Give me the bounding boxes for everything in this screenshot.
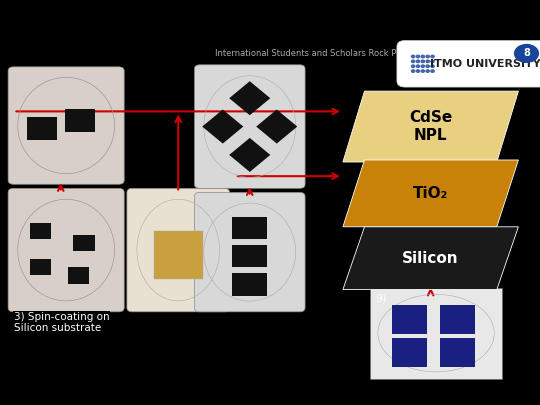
- Circle shape: [416, 55, 420, 58]
- Circle shape: [426, 60, 429, 62]
- Bar: [232, 245, 267, 267]
- Circle shape: [421, 60, 424, 62]
- Circle shape: [431, 55, 434, 58]
- Text: International Students and Scholars Rock Progress: International Students and Scholars Rock…: [215, 49, 428, 58]
- Circle shape: [411, 60, 415, 62]
- FancyBboxPatch shape: [397, 40, 540, 87]
- Circle shape: [416, 70, 420, 72]
- Circle shape: [411, 55, 415, 58]
- Circle shape: [431, 60, 434, 62]
- Circle shape: [416, 65, 420, 67]
- Bar: [392, 305, 427, 334]
- Bar: [440, 305, 475, 334]
- Text: Silicon: Silicon: [402, 251, 459, 266]
- Circle shape: [431, 70, 434, 72]
- Bar: [154, 231, 202, 279]
- Bar: [73, 235, 94, 251]
- Circle shape: [416, 60, 420, 62]
- Text: 9): 9): [375, 294, 387, 304]
- Circle shape: [421, 70, 424, 72]
- Bar: [440, 338, 475, 367]
- Polygon shape: [256, 110, 298, 144]
- FancyBboxPatch shape: [194, 65, 305, 188]
- Bar: [30, 223, 51, 239]
- Bar: [30, 259, 51, 275]
- Circle shape: [426, 65, 429, 67]
- Bar: [27, 117, 57, 140]
- Polygon shape: [202, 110, 243, 144]
- Circle shape: [411, 70, 415, 72]
- FancyBboxPatch shape: [127, 188, 230, 312]
- Polygon shape: [343, 160, 518, 227]
- FancyBboxPatch shape: [194, 192, 305, 312]
- FancyBboxPatch shape: [8, 188, 124, 312]
- Bar: [232, 273, 267, 296]
- Circle shape: [421, 65, 424, 67]
- Polygon shape: [343, 227, 518, 290]
- Text: CdSe
NPL: CdSe NPL: [409, 111, 453, 143]
- Circle shape: [421, 55, 424, 58]
- Text: 3) Spin-coating on
Silicon substrate: 3) Spin-coating on Silicon substrate: [14, 312, 109, 333]
- Circle shape: [426, 70, 429, 72]
- Polygon shape: [230, 138, 271, 172]
- Polygon shape: [230, 81, 271, 115]
- Bar: [65, 109, 94, 132]
- Bar: [68, 267, 89, 284]
- Bar: [232, 217, 267, 239]
- FancyBboxPatch shape: [8, 67, 124, 184]
- Circle shape: [426, 55, 429, 58]
- Text: 8: 8: [523, 49, 530, 58]
- Text: ITMO UNIVERSITY: ITMO UNIVERSITY: [430, 59, 540, 69]
- FancyBboxPatch shape: [370, 288, 502, 379]
- Circle shape: [431, 65, 434, 67]
- Polygon shape: [343, 91, 518, 162]
- Circle shape: [515, 45, 538, 62]
- Bar: [392, 338, 427, 367]
- Circle shape: [411, 65, 415, 67]
- Text: TiO₂: TiO₂: [413, 186, 448, 201]
